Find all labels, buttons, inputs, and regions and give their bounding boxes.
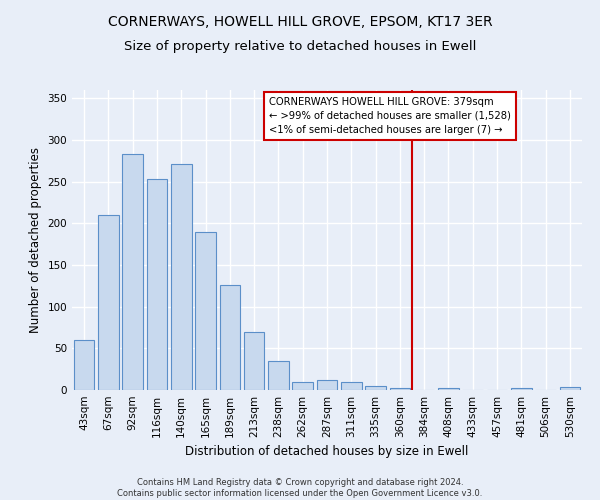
X-axis label: Distribution of detached houses by size in Ewell: Distribution of detached houses by size … xyxy=(185,446,469,458)
Text: CORNERWAYS, HOWELL HILL GROVE, EPSOM, KT17 3ER: CORNERWAYS, HOWELL HILL GROVE, EPSOM, KT… xyxy=(107,15,493,29)
Bar xyxy=(146,179,167,390)
Bar xyxy=(511,388,532,390)
Bar xyxy=(268,361,289,390)
Bar xyxy=(341,382,362,390)
Text: CORNERWAYS HOWELL HILL GROVE: 379sqm
← >99% of detached houses are smaller (1,52: CORNERWAYS HOWELL HILL GROVE: 379sqm ← >… xyxy=(269,96,511,134)
Text: Contains HM Land Registry data © Crown copyright and database right 2024.
Contai: Contains HM Land Registry data © Crown c… xyxy=(118,478,482,498)
Bar xyxy=(98,215,119,390)
Bar xyxy=(438,388,459,390)
Bar xyxy=(389,388,410,390)
Bar xyxy=(171,164,191,390)
Bar xyxy=(74,340,94,390)
Bar xyxy=(560,386,580,390)
Text: Size of property relative to detached houses in Ewell: Size of property relative to detached ho… xyxy=(124,40,476,53)
Bar xyxy=(122,154,143,390)
Bar xyxy=(220,285,240,390)
Bar xyxy=(244,332,265,390)
Bar xyxy=(292,382,313,390)
Bar xyxy=(317,380,337,390)
Bar xyxy=(195,232,216,390)
Y-axis label: Number of detached properties: Number of detached properties xyxy=(29,147,42,333)
Bar xyxy=(365,386,386,390)
